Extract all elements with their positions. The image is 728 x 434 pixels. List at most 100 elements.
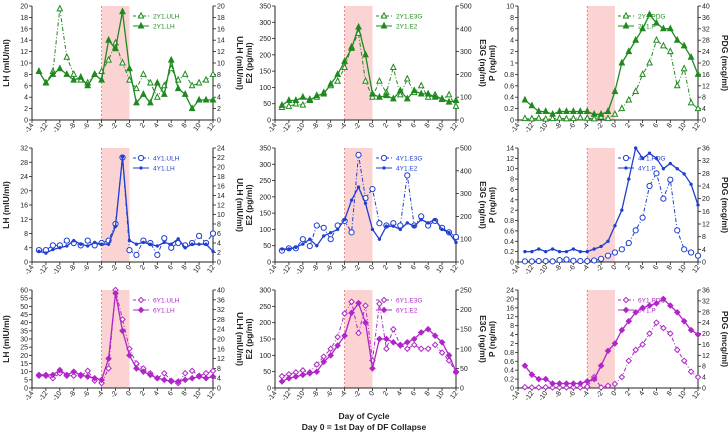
x-tick-label: -14 <box>24 122 36 134</box>
data-point <box>202 75 210 83</box>
data-point <box>618 246 625 253</box>
data-point <box>78 242 83 246</box>
data-point <box>160 376 168 384</box>
data-point <box>398 227 403 232</box>
data-point <box>530 249 534 254</box>
y-tick-label-left: 0.8 <box>504 72 514 79</box>
data-point <box>590 375 598 383</box>
data-point <box>126 247 133 254</box>
y-tick-label-left: 0 <box>510 118 514 125</box>
x-tick-label: 10 <box>193 122 203 132</box>
x-tick-label: 10 <box>436 390 446 400</box>
data-point <box>313 368 321 375</box>
collapse-window-shade <box>344 148 373 262</box>
data-point <box>521 258 529 265</box>
data-point <box>639 70 647 77</box>
y-tick-label-left: 20 <box>20 353 28 360</box>
data-point <box>556 380 563 387</box>
data-point <box>673 308 681 316</box>
data-point <box>604 347 612 355</box>
data-point <box>583 383 591 390</box>
data-point <box>687 98 695 106</box>
data-point <box>369 92 376 100</box>
y-tick-label-right: 12 <box>217 203 225 210</box>
x-tick-label: -12 <box>38 390 50 402</box>
data-point <box>412 224 416 228</box>
x-tick-label: -4 <box>96 122 105 131</box>
data-point <box>694 331 702 338</box>
y-tick-label-right: 300 <box>460 191 472 198</box>
y-tick-label-left: 200 <box>259 320 271 327</box>
x-tick-label: 12 <box>691 264 701 274</box>
data-point <box>653 319 660 326</box>
data-point <box>376 300 383 308</box>
x-tick-label: 4 <box>638 122 646 129</box>
data-point <box>632 227 639 234</box>
x-tick-label: 4 <box>396 390 404 397</box>
data-point <box>583 107 591 114</box>
x-tick-label: 6 <box>167 390 175 397</box>
data-point <box>391 224 396 228</box>
data-point <box>327 79 335 87</box>
data-point <box>687 326 695 334</box>
x-tick-label: 8 <box>424 264 432 271</box>
data-point <box>537 247 541 251</box>
legend-marker <box>622 306 630 314</box>
data-point <box>77 371 85 379</box>
x-tick-label: -14 <box>510 264 522 276</box>
data-point <box>35 371 43 379</box>
y-tick-label-right: 14 <box>217 193 225 200</box>
data-point <box>404 172 411 179</box>
data-point <box>556 107 563 114</box>
x-tick-label: -12 <box>38 122 50 134</box>
data-point <box>611 87 619 94</box>
collapse-window-shade <box>101 6 130 120</box>
data-point <box>403 74 411 82</box>
data-point <box>569 114 577 122</box>
x-tick-label: 4 <box>638 390 646 397</box>
data-point <box>680 317 688 325</box>
x-tick-label: -6 <box>568 264 577 273</box>
x-tick-label: 12 <box>691 390 701 400</box>
y-axis-title-right: ULH (mIU/ml) <box>235 178 245 232</box>
data-point <box>681 246 688 253</box>
x-tick-label: 0 <box>368 264 376 271</box>
data-point <box>134 242 139 246</box>
data-point <box>376 92 383 100</box>
data-point <box>278 378 286 385</box>
data-point <box>618 326 626 334</box>
y-tick-label-left: 8 <box>24 231 28 238</box>
data-point <box>362 50 369 58</box>
legend-marker <box>622 154 630 162</box>
collapse-window-shade <box>587 290 615 388</box>
data-point <box>673 81 681 89</box>
data-point <box>133 98 140 106</box>
data-point <box>680 64 688 72</box>
data-point <box>167 55 175 63</box>
x-tick-label: -6 <box>82 390 91 399</box>
data-point <box>85 244 90 248</box>
data-point <box>105 355 112 362</box>
y-tick-label-left: 100 <box>259 227 271 234</box>
data-point <box>653 300 660 307</box>
data-point <box>146 78 154 86</box>
y-tick-label-left: 1 <box>510 61 514 68</box>
data-point <box>176 237 180 241</box>
data-point <box>521 95 529 103</box>
chart-2y1-e2-e3g: 0501001502002503003500100200300400500-14… <box>244 4 488 135</box>
data-point <box>341 332 348 340</box>
data-point <box>653 18 660 26</box>
data-point <box>181 70 189 77</box>
data-point <box>167 378 175 385</box>
legend-marker <box>137 306 145 314</box>
data-point <box>181 369 189 377</box>
y-tick-label-left: 8 <box>510 15 514 22</box>
data-point <box>646 182 653 190</box>
data-point <box>611 109 619 117</box>
data-point <box>140 368 147 375</box>
y-tick-label-right: 4 <box>702 247 706 254</box>
data-point <box>389 63 397 71</box>
data-point <box>556 384 563 391</box>
x-tick-label: -6 <box>325 122 334 131</box>
